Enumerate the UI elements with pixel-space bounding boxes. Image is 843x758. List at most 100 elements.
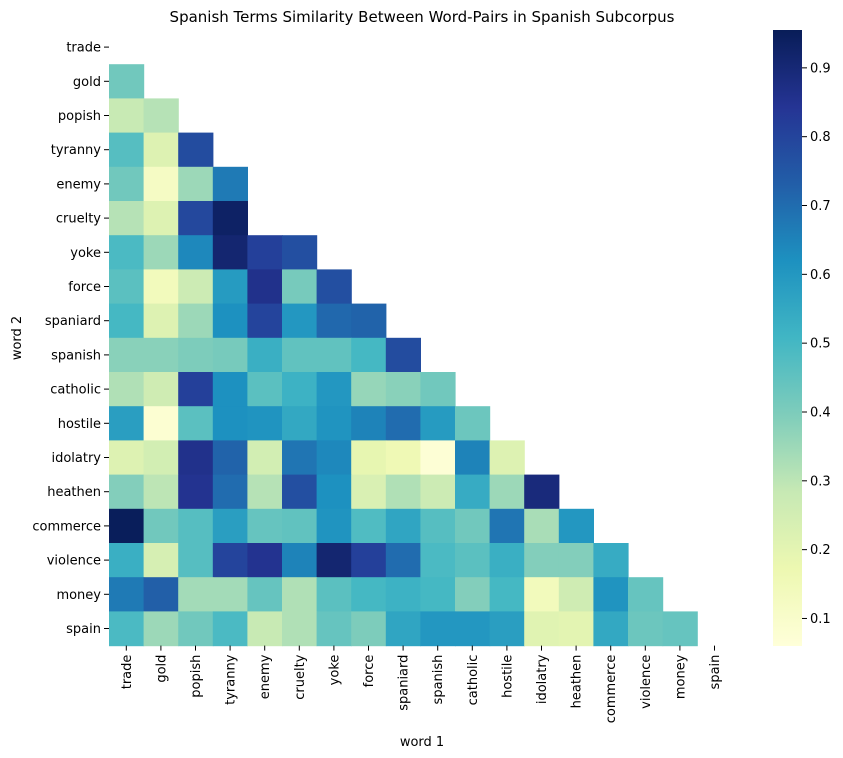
- heatmap-cell: [489, 474, 525, 510]
- heatmap-cell: [420, 543, 456, 578]
- x-tick-label: violence: [639, 655, 654, 709]
- heatmap-cell: [212, 235, 248, 270]
- heatmap-cell: [109, 440, 145, 476]
- heatmap-cell: [178, 372, 214, 407]
- heatmap-cell: [385, 474, 421, 510]
- heatmap-cell: [143, 235, 179, 270]
- heatmap-cell: [351, 611, 387, 647]
- heatmap-cell: [316, 508, 352, 544]
- heatmap-cell: [316, 269, 352, 305]
- heatmap-cell: [143, 269, 179, 305]
- y-tick-label: popish: [58, 109, 101, 124]
- heatmap-cell: [385, 577, 421, 612]
- heatmap-cell: [558, 543, 594, 578]
- heatmap-cell: [558, 577, 594, 612]
- heatmap-cell: [212, 372, 248, 407]
- y-tick-label: cruelty: [56, 212, 101, 227]
- heatmap-cell: [109, 406, 145, 441]
- heatmap-cell: [109, 508, 145, 544]
- heatmap-cell: [247, 303, 283, 339]
- heatmap-cell: [109, 235, 145, 270]
- heatmap-cell: [282, 440, 318, 476]
- heatmap-cell: [593, 577, 629, 612]
- x-tick-label: trade: [120, 655, 135, 690]
- heatmap-cell: [143, 543, 179, 578]
- y-tick-label: hostile: [58, 417, 101, 432]
- heatmap-cell: [247, 337, 283, 373]
- x-tick-label: spaniard: [397, 655, 412, 711]
- heatmap-cell: [247, 440, 283, 476]
- heatmap-cell: [316, 337, 352, 373]
- heatmap-cell: [109, 64, 145, 99]
- x-tick-label: spanish: [431, 655, 446, 705]
- heatmap-cell: [247, 406, 283, 441]
- heatmap-cell: [385, 543, 421, 578]
- heatmap-cell: [178, 337, 214, 373]
- y-tick-label: gold: [73, 75, 101, 90]
- heatmap-cell: [212, 201, 248, 236]
- heatmap-cell: [455, 611, 491, 647]
- x-tick-label: hostile: [500, 655, 515, 698]
- heatmap-cell: [178, 508, 214, 544]
- heatmap-cell: [282, 269, 318, 305]
- y-tick-label: catholic: [50, 383, 101, 398]
- y-tick-label: violence: [47, 554, 101, 569]
- heatmap-cell: [282, 611, 318, 647]
- heatmap-cell: [143, 577, 179, 612]
- heatmap-cell: [178, 577, 214, 612]
- heatmap-cell: [420, 406, 456, 441]
- y-tick-label: spain: [66, 622, 101, 637]
- heatmap-cell: [316, 577, 352, 612]
- heatmap-cell: [593, 611, 629, 647]
- heatmap-cell: [247, 543, 283, 578]
- heatmap-cell: [143, 474, 179, 510]
- heatmap-cell: [316, 543, 352, 578]
- x-tick-labels: trade gold popish tyranny enemy cruelty yoke fo…: [120, 645, 723, 724]
- heatmap-cell: [489, 577, 525, 612]
- heatmap-cell: [316, 406, 352, 441]
- heatmap-cell: [351, 577, 387, 612]
- heatmap-cell: [109, 577, 145, 612]
- x-tick-label: force: [362, 655, 377, 688]
- heatmap-cell: [420, 577, 456, 612]
- heatmap-cell: [662, 611, 698, 647]
- heatmap-cell: [282, 577, 318, 612]
- heatmap-cell: [212, 406, 248, 441]
- heatmap-cell: [385, 611, 421, 647]
- y-tick-label: commerce: [32, 519, 101, 534]
- x-tick-label: idolatry: [535, 654, 550, 704]
- heatmap-cell: [212, 166, 248, 202]
- heatmap-cell: [247, 372, 283, 407]
- heatmap-cell: [247, 611, 283, 647]
- heatmap-cell: [178, 132, 214, 168]
- y-tick-label: trade: [66, 41, 101, 56]
- heatmap-cell: [143, 440, 179, 476]
- heatmap-cell: [628, 577, 664, 612]
- heatmap-cell: [455, 474, 491, 510]
- x-tick-label: heathen: [570, 655, 585, 709]
- heatmap-cell: [420, 372, 456, 407]
- colorbar-tick-label: 0.9: [810, 61, 831, 76]
- heatmap-cell: [489, 440, 525, 476]
- heatmap-cell: [109, 372, 145, 407]
- heatmap-cell: [455, 406, 491, 441]
- heatmap-cell: [143, 611, 179, 647]
- heatmap-cell: [143, 201, 179, 236]
- heatmap-cell: [316, 611, 352, 647]
- heatmap-cell: [143, 303, 179, 339]
- heatmap-cell: [109, 269, 145, 305]
- x-axis-label: word 1: [400, 735, 444, 750]
- heatmap-cell: [351, 372, 387, 407]
- y-axis-label: word 2: [10, 316, 25, 360]
- y-tick-label: heathen: [47, 485, 101, 500]
- colorbar-tick-label: 0.4: [810, 405, 831, 420]
- x-tick-label: commerce: [604, 655, 619, 724]
- heatmap-cell: [212, 269, 248, 305]
- heatmap-cell: [385, 440, 421, 476]
- x-tick-label: yoke: [327, 655, 342, 686]
- heatmap-cell: [455, 543, 491, 578]
- heatmap-cell: [524, 474, 560, 510]
- heatmap-cell: [143, 372, 179, 407]
- chart-title: Spanish Terms Similarity Between Word-Pa…: [170, 8, 675, 26]
